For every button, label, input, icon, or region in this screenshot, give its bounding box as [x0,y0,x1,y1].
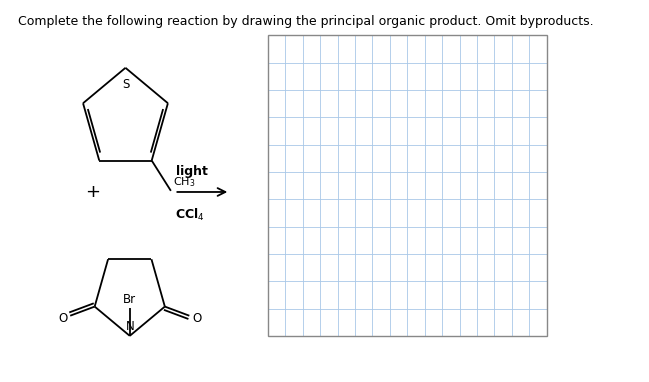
Text: Complete the following reaction by drawing the principal organic product. Omit b: Complete the following reaction by drawi… [18,15,594,28]
Text: +: + [86,183,101,201]
Text: N: N [125,320,134,333]
Bar [268,35,546,336]
Text: O: O [192,312,201,325]
Bar [268,35,546,336]
Text: S: S [123,78,130,91]
Text: light: light [176,165,208,178]
Text: CCl$_4$: CCl$_4$ [175,207,205,223]
Text: Br: Br [123,293,136,306]
Text: O: O [58,312,67,325]
Text: CH$_3$: CH$_3$ [173,175,195,189]
